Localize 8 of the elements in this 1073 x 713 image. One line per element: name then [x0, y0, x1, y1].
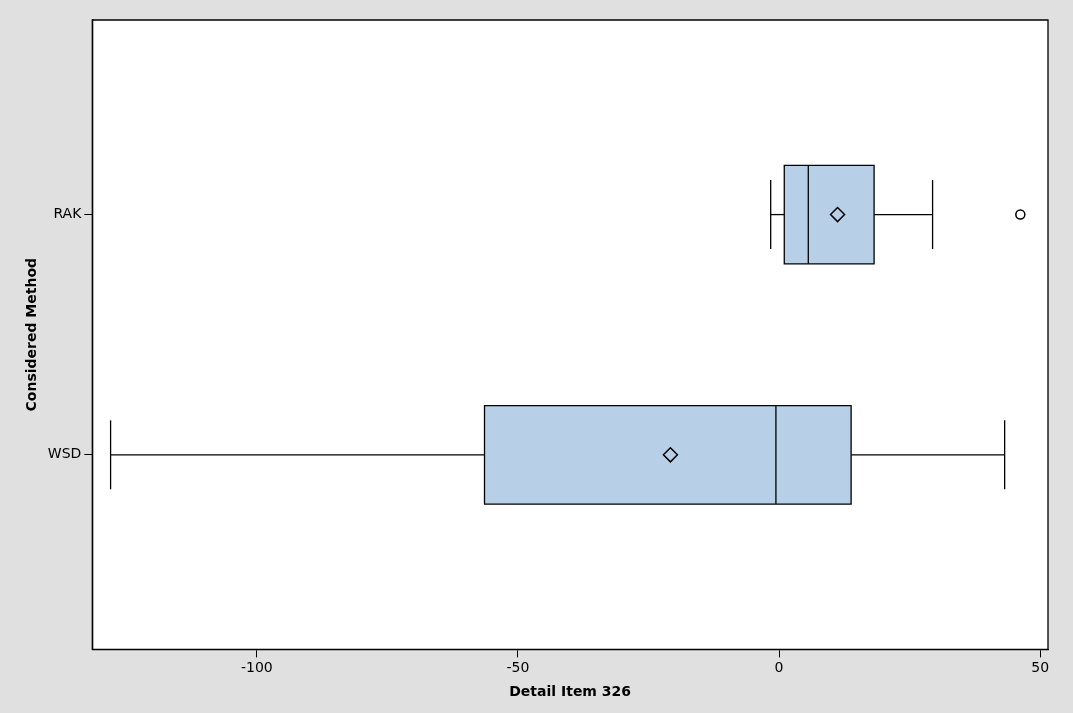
- x-axis-title: Detail Item 326: [509, 683, 632, 700]
- x-tick-label: 50: [1031, 659, 1050, 676]
- x-tick-label: -100: [240, 659, 273, 676]
- y-axis-title: Considered Method: [23, 257, 40, 412]
- y-tick-label: WSD: [47, 445, 82, 462]
- x-tick-label: 0: [774, 659, 784, 676]
- x-tick-label: -50: [506, 659, 530, 676]
- y-tick-label: RAK: [53, 205, 83, 222]
